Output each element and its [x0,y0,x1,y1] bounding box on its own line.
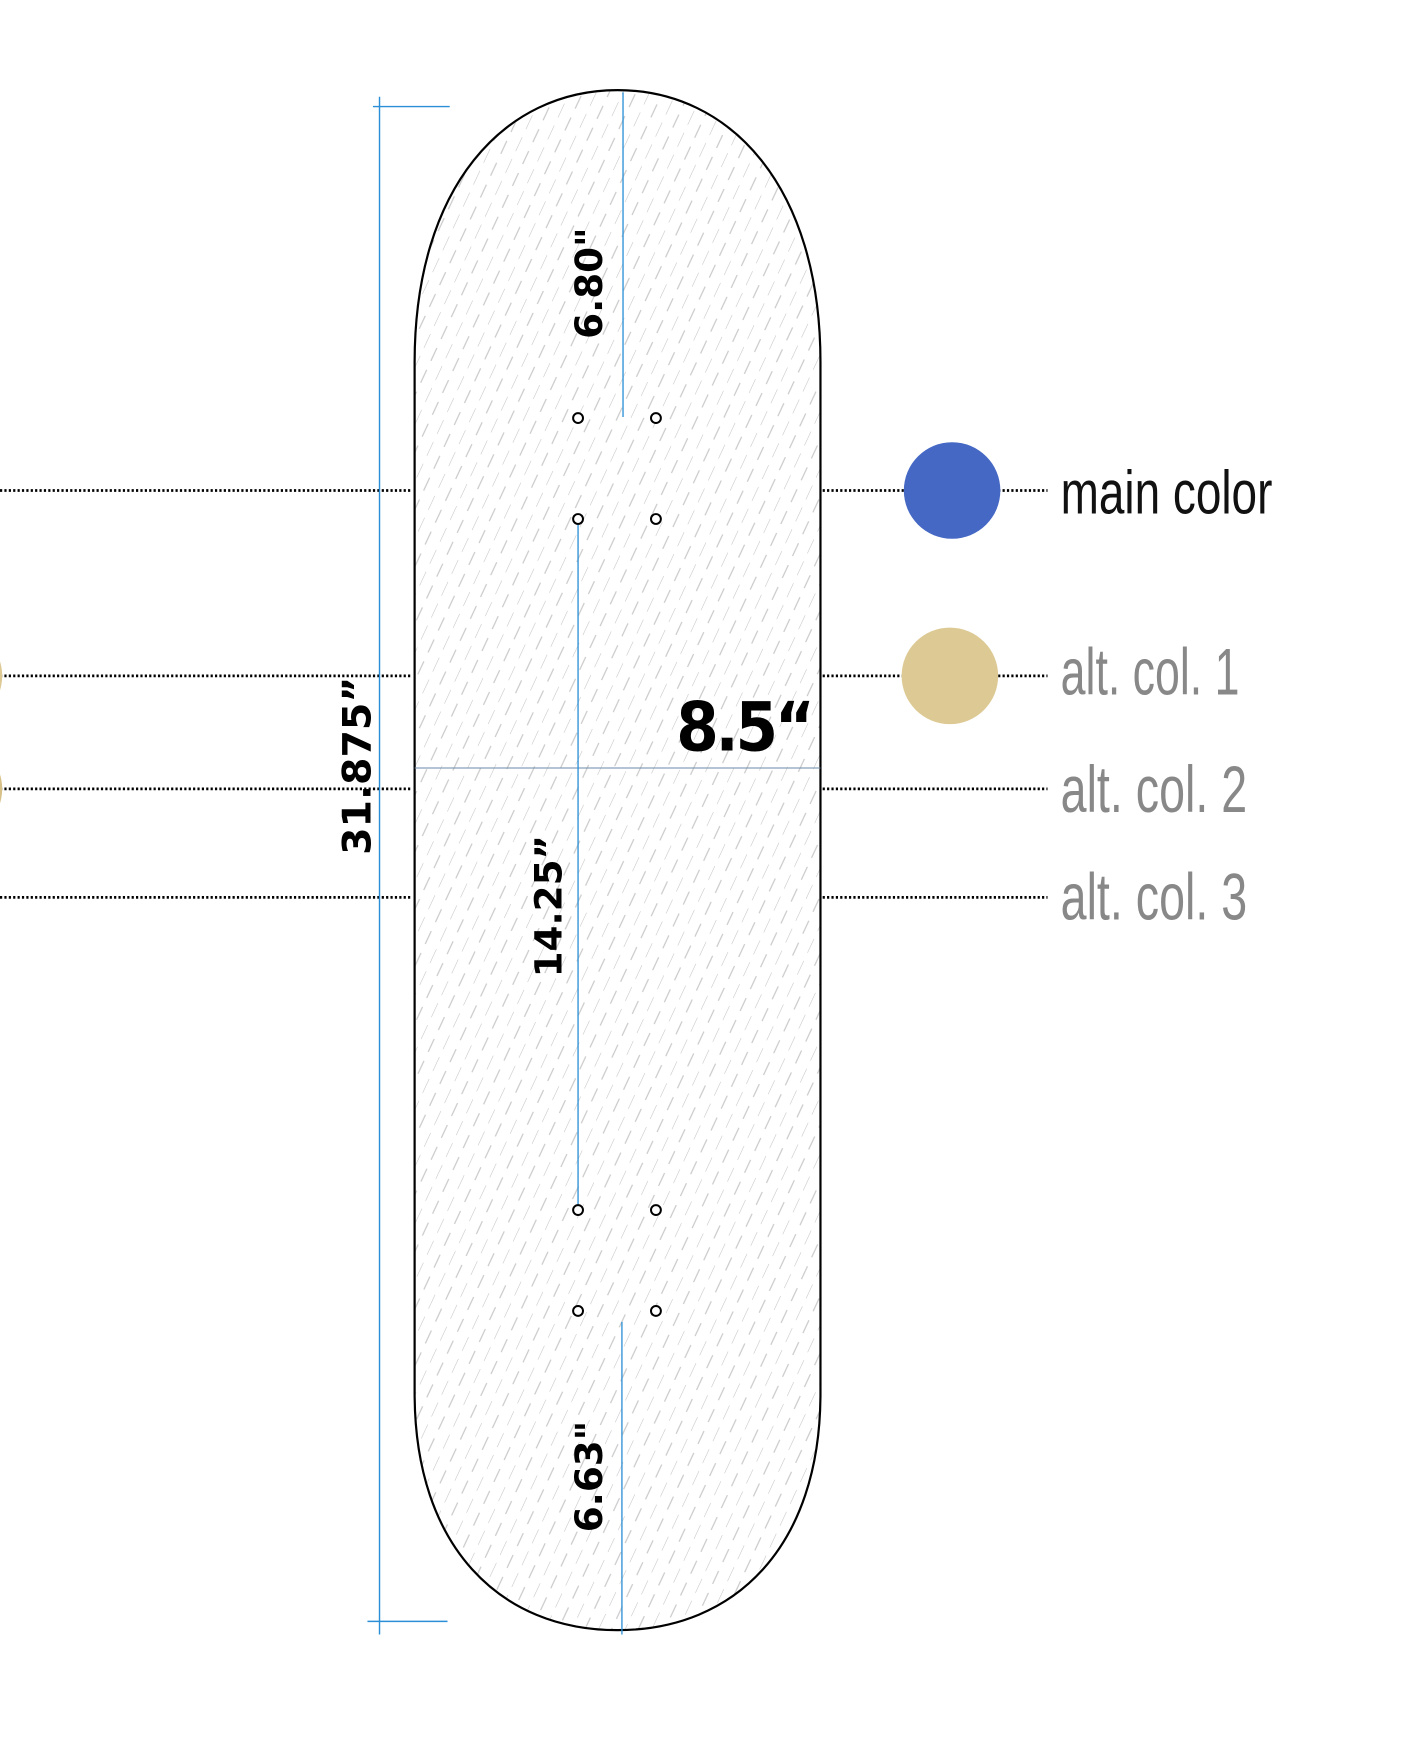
leader-lines [0,489,1048,899]
color-label-alt-2: alt. col. 2 [1061,752,1247,826]
wheelbase-label: 14.25” [527,835,571,977]
truck-hole [572,412,584,425]
swatch-alt2-left-partial [0,774,3,804]
deck-outline [413,89,822,1632]
truck-hole [650,1305,662,1317]
color-label-alt-1: alt. col. 1 [1061,635,1240,709]
color-label-alt-3: alt. col. 3 [1061,859,1247,933]
width-label: 8.5“ [676,688,811,767]
truck-hole [650,513,662,525]
swatch-main-color[interactable] [903,442,1001,539]
swatch-alt-col-1[interactable] [901,627,999,725]
total-length-label: 31.875” [335,677,381,855]
truck-hole [650,1204,662,1216]
truck-hole [572,1305,584,1317]
tail-length-label: 6.63" [567,1421,611,1532]
truck-hole [572,513,584,525]
nose-length-label: 6.80" [567,227,611,338]
swatch-alt1-left-partial [0,661,3,691]
truck-hole [650,412,662,425]
color-label-main: main color [1061,459,1273,528]
length-dimension-line [367,96,450,1635]
truck-hole [572,1204,584,1216]
